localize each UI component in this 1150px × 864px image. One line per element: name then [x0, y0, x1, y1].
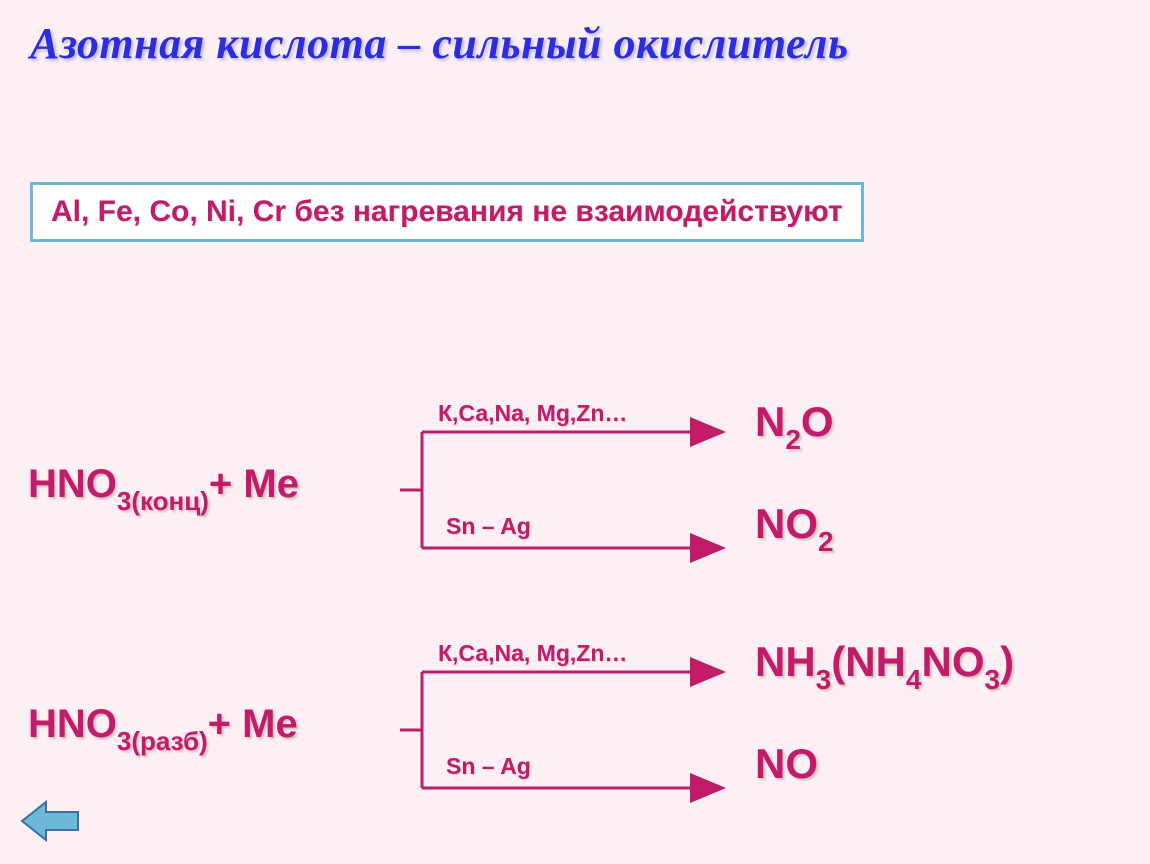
lhs2-main: HNO — [28, 702, 117, 746]
p2-main: NO — [755, 500, 818, 547]
back-arrow-button[interactable] — [20, 796, 80, 846]
lhs-main: HNO — [28, 462, 117, 506]
reaction-conc-prod-top: N2O — [755, 398, 834, 452]
reaction-dilute-prod-bot: NO — [755, 740, 818, 788]
p3-s2: 4 — [906, 664, 922, 695]
back-arrow-icon — [20, 796, 80, 846]
p4-main: NO — [755, 740, 818, 787]
passivation-note: Al, Fe, Co, Ni, Cr без нагревания не вза… — [30, 182, 864, 242]
reaction-conc-cond-top: К,Са,Na, Mg,Zn… — [438, 400, 627, 427]
reaction-dilute-cond-bot: Sn – Ag — [446, 753, 531, 780]
reaction-dilute-cond-top: К,Са,Na, Mg,Zn… — [438, 640, 627, 667]
p3-s3: 3 — [984, 664, 1000, 695]
p3-m3: NO — [921, 638, 984, 685]
reaction-conc-lhs: HNO3(конц)+ Ме — [28, 462, 299, 513]
p3-m2: (NH — [831, 638, 906, 685]
slide-title: Азотная кислота – сильный окислитель — [30, 18, 849, 69]
lhs2-tail: + Ме — [208, 702, 298, 746]
reaction-dilute: HNO3(разб)+ Ме К,Са,Na, Mg,Zn… Sn – Ag N… — [0, 640, 1150, 840]
reaction-conc-cond-bot: Sn – Ag — [446, 513, 531, 540]
lhs-sub: 3(конц) — [117, 486, 209, 516]
p2-sub: 2 — [818, 526, 834, 557]
p3-t: ) — [1000, 638, 1014, 685]
reaction-conc: HNO3(конц)+ Ме К,Са,Na, Mg,Zn… Sn – Ag N… — [0, 400, 1150, 600]
p3-m1: NH — [755, 638, 816, 685]
p3-s1: 3 — [816, 664, 832, 695]
lhs2-sub: 3(разб) — [117, 726, 208, 756]
reaction-dilute-lhs: HNO3(разб)+ Ме — [28, 702, 298, 753]
p1-main: N — [755, 398, 785, 445]
p1-tail: O — [801, 398, 834, 445]
reaction-dilute-prod-top: NH3(NH4NO3) — [755, 638, 1014, 692]
reaction-conc-prod-bot: NO2 — [755, 500, 834, 554]
lhs-tail: + Ме — [209, 462, 299, 506]
p1-sub: 2 — [785, 424, 801, 455]
